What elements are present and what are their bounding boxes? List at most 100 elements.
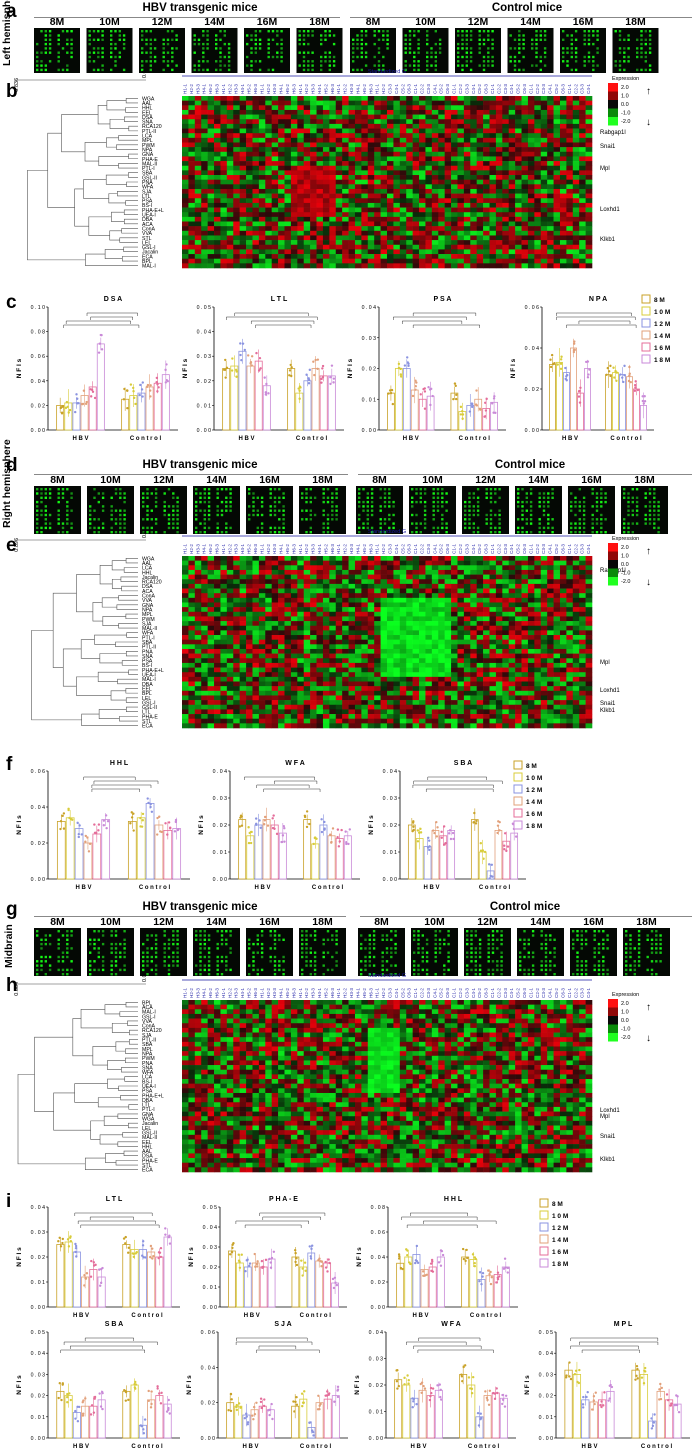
data-point: [167, 1236, 171, 1239]
x-category-label: H B V: [403, 436, 419, 442]
month-label: 12M: [153, 474, 174, 486]
lectin-label-gsl-i: GSL-I: [142, 700, 156, 706]
lectin-label-gna: GNA: [142, 603, 154, 609]
data-point: [414, 1261, 417, 1265]
data-point: [475, 819, 478, 823]
hbv-group-title-d: HBV transgenic mice: [142, 459, 258, 471]
data-point: [100, 333, 103, 337]
scale-min: 0.0: [142, 70, 148, 78]
y-tick-label: 0 . 0 3: [31, 1230, 46, 1236]
svg-text:C5-2: C5-2: [516, 84, 521, 94]
month-label: 8M: [374, 916, 389, 928]
data-point: [320, 830, 324, 834]
significance-bracket: [417, 1349, 494, 1353]
data-point: [304, 1269, 307, 1272]
y-tick-label: 0 . 0 0: [31, 877, 46, 883]
data-point: [272, 814, 275, 817]
lectin-label-hhl: HHL: [142, 106, 152, 112]
data-point: [403, 1383, 406, 1386]
data-point: [225, 366, 229, 370]
lectin-label-sba: SBA: [142, 1042, 153, 1048]
data-point: [303, 1390, 306, 1393]
data-point: [155, 381, 158, 384]
x-category-label: C o n t r o l: [130, 436, 162, 442]
legend-swatch: [641, 330, 651, 340]
bar: [570, 347, 577, 431]
data-point: [76, 397, 79, 400]
data-point: [149, 395, 152, 398]
data-point: [260, 1406, 263, 1410]
data-point: [431, 394, 434, 398]
bar-legend: 8 M 1 0 M 1 2 M 1 4 M 1 6 M 1 8 M: [641, 294, 670, 364]
bar: [323, 1262, 332, 1308]
data-point: [614, 369, 617, 373]
data-point: [462, 1257, 466, 1261]
data-point: [75, 393, 78, 396]
microarray-image: [570, 928, 617, 976]
data-point: [295, 1395, 298, 1399]
significance-bracket: [263, 788, 321, 792]
svg-text:H1-1: H1-1: [182, 84, 187, 94]
data-point: [66, 405, 69, 409]
down-arrow: ↓: [646, 577, 651, 588]
month-label: 8M: [50, 474, 65, 486]
significance-bracket: [401, 1216, 478, 1220]
svg-text:C4-1: C4-1: [586, 84, 591, 94]
bar-chart-3: N P A N F I s 0 . 0 0 0 . 0 2 0 . 0 4 0 . 0 6…: [510, 296, 654, 442]
svg-text:H2-2: H2-2: [304, 84, 309, 94]
gene-label-mpl: Mpl: [600, 166, 610, 172]
data-point: [659, 1382, 662, 1386]
microarray-image: [299, 928, 346, 976]
data-point: [675, 1403, 679, 1407]
y-tick-label: 0 . 0 4: [31, 805, 46, 811]
data-point: [643, 400, 647, 403]
data-point: [348, 828, 352, 831]
data-point: [606, 366, 610, 370]
y-tick-label: 0 . 0 1: [197, 403, 212, 409]
standardized-header: Standardized G: [368, 973, 406, 979]
y-axis-label: N F I s: [182, 358, 189, 378]
data-point: [643, 395, 646, 398]
legend-label: 1 6 M: [654, 345, 670, 352]
data-point: [67, 808, 70, 812]
bar: [407, 824, 416, 880]
data-point: [141, 1240, 145, 1243]
y-tick-label: 0 . 0 5: [203, 1205, 218, 1211]
significance-bracket: [393, 316, 467, 320]
data-point: [411, 1405, 414, 1409]
panel-letter-e: e: [6, 535, 17, 556]
data-point: [174, 820, 177, 824]
data-point: [149, 802, 152, 806]
y-axis-label: N F I s: [524, 1375, 531, 1395]
y-tick-label: 0 . 0 2: [383, 823, 398, 829]
data-point: [506, 1271, 509, 1274]
data-point: [477, 1424, 481, 1427]
y-tick-label: 0 . 0 4: [31, 379, 46, 385]
data-point: [281, 834, 285, 837]
significance-bracket: [570, 1337, 659, 1341]
y-tick-label: 0 . 0 2: [31, 841, 46, 847]
data-point: [127, 1398, 130, 1402]
y-tick-label: 0 . 0 3: [203, 1245, 218, 1251]
lectin-label-gsl-i: GSL-I: [142, 245, 156, 251]
legend-swatch: [608, 568, 618, 577]
data-point: [594, 1391, 597, 1394]
data-point: [130, 811, 133, 814]
data-point: [475, 404, 479, 407]
svg-text:H2-2: H2-2: [381, 84, 386, 94]
y-axis-label: N F I s: [16, 1375, 23, 1395]
y-tick-label: 0 . 0 3: [213, 796, 228, 802]
lectin-label-hhl: HHL: [142, 570, 152, 576]
data-point: [156, 1387, 159, 1390]
data-point: [305, 810, 309, 813]
data-point: [427, 386, 430, 389]
bar: [130, 1384, 139, 1439]
data-point: [590, 1408, 594, 1411]
legend-swatch: [513, 796, 523, 806]
data-point: [125, 389, 129, 392]
data-point: [316, 358, 320, 361]
group-line: [34, 474, 348, 475]
y-axis-label: N F I s: [347, 358, 354, 378]
data-point: [474, 822, 478, 825]
data-point: [422, 387, 425, 391]
